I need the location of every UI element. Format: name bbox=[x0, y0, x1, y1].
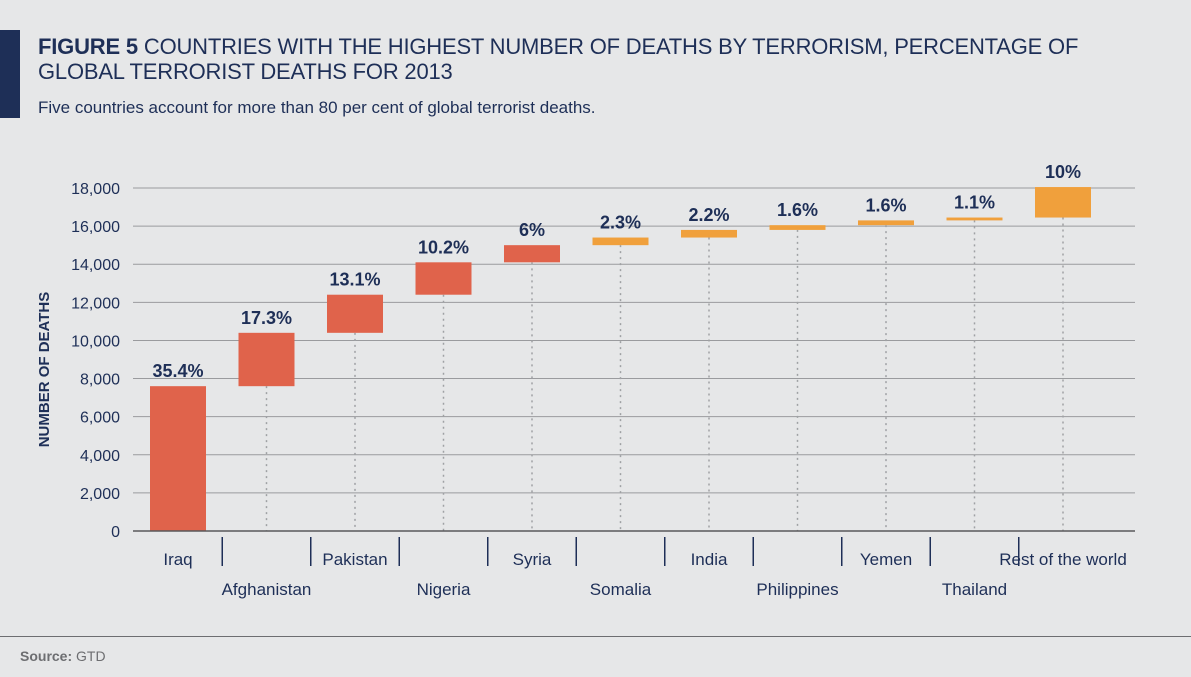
x-tick-label: Rest of the world bbox=[999, 550, 1127, 569]
data-label: 10.2% bbox=[418, 237, 469, 257]
source-value: GTD bbox=[76, 648, 106, 664]
x-tick-label: Syria bbox=[513, 550, 552, 569]
y-tick-label: 18,000 bbox=[71, 181, 120, 198]
footer-divider bbox=[0, 636, 1191, 637]
data-label: 2.2% bbox=[688, 205, 729, 225]
bar-yemen bbox=[858, 220, 914, 226]
data-label: 10% bbox=[1045, 162, 1081, 182]
data-label: 17.3% bbox=[241, 308, 292, 328]
x-tick-label: India bbox=[691, 550, 728, 569]
figure-title: FIGURE 5 COUNTRIES WITH THE HIGHEST NUMBE… bbox=[38, 34, 1158, 84]
source-label: Source: bbox=[20, 648, 73, 664]
x-tick-label: Afghanistan bbox=[222, 580, 312, 599]
data-label: 1.6% bbox=[865, 195, 906, 215]
bar-nigeria bbox=[415, 262, 472, 295]
y-tick-label: 12,000 bbox=[71, 295, 120, 312]
bar-pakistan bbox=[327, 294, 383, 333]
bar-iraq bbox=[150, 386, 206, 531]
x-tick-label: Pakistan bbox=[322, 550, 387, 569]
bar-india bbox=[681, 229, 737, 238]
bar-philippines bbox=[769, 225, 826, 230]
figure-label: FIGURE 5 bbox=[38, 34, 138, 59]
data-label: 6% bbox=[519, 220, 545, 240]
data-label: 1.1% bbox=[954, 193, 995, 213]
figure-subtitle: Five countries account for more than 80 … bbox=[38, 98, 596, 117]
data-label: 13.1% bbox=[329, 270, 380, 290]
y-tick-label: 4,000 bbox=[80, 448, 120, 465]
bar-rest-of-the-world bbox=[1035, 187, 1091, 218]
waterfall-chart: 0 2,000 4,000 6,000 8,000 10,000 12,000 14,000 1… bbox=[36, 162, 1135, 599]
y-tick-label: 14,000 bbox=[71, 257, 120, 274]
data-label: 1.6% bbox=[777, 200, 818, 220]
x-tick-label: Philippines bbox=[756, 580, 838, 599]
y-tick-label: 16,000 bbox=[71, 219, 120, 236]
y-tick-label: 2,000 bbox=[80, 486, 120, 503]
bar-syria bbox=[504, 245, 560, 263]
y-tick-label: 10,000 bbox=[71, 333, 120, 350]
y-tick-label: 0 bbox=[111, 524, 120, 541]
x-tick-label: Yemen bbox=[860, 550, 912, 569]
header-accent-bar bbox=[0, 30, 20, 118]
y-axis-title: NUMBER OF DEATHS bbox=[36, 292, 53, 448]
source-note: Source: GTD bbox=[20, 648, 106, 664]
bar-afghanistan bbox=[238, 332, 295, 387]
x-tick-label: Somalia bbox=[590, 580, 652, 599]
x-tick-label: Nigeria bbox=[417, 580, 471, 599]
data-label: 2.3% bbox=[600, 213, 641, 233]
x-tick-label: Thailand bbox=[942, 580, 1007, 599]
x-tick-label: Iraq bbox=[163, 550, 192, 569]
y-tick-label: 6,000 bbox=[80, 410, 120, 427]
data-label: 35.4% bbox=[152, 361, 203, 381]
figure-title-text: COUNTRIES WITH THE HIGHEST NUMBER OF DEA… bbox=[38, 34, 1079, 84]
y-tick-label: 8,000 bbox=[80, 372, 120, 389]
bar-thailand bbox=[946, 217, 1003, 221]
bar-somalia bbox=[592, 237, 649, 246]
